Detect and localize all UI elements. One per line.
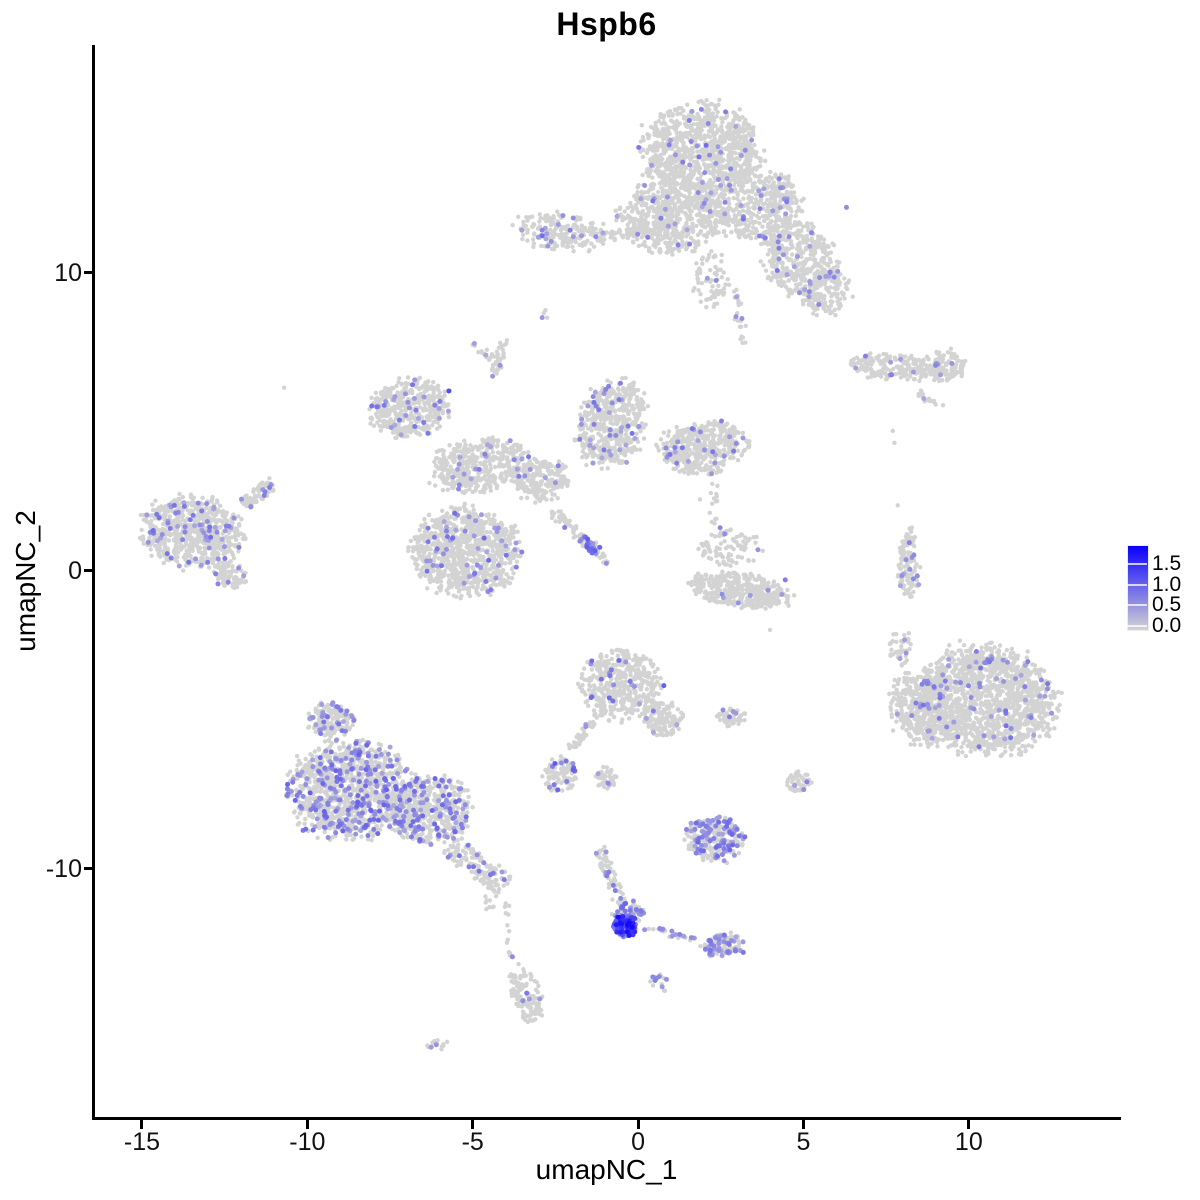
y-tick-mark [84,867,93,871]
x-tick-mark [636,1120,640,1129]
x-tick-mark [967,1120,971,1129]
plot-title: Hspb6 [556,6,657,42]
legend-tick-mark [1127,583,1147,586]
legend-tick-mark [1127,625,1147,627]
y-tick-label: 10 [54,258,82,287]
x-tick-mark [801,1120,805,1129]
x-tick-label: -5 [461,1128,484,1156]
y-tick-mark [84,569,93,573]
legend-tick-label: 0.5 [1152,593,1182,617]
legend-tick-label: 1.0 [1152,572,1182,596]
x-tick-label: 0 [631,1128,646,1156]
legend-tick-mark [1127,563,1147,566]
x-tick-mark [471,1120,475,1129]
legend-tick-label: 1.5 [1152,552,1182,576]
y-tick-label: -10 [45,854,82,883]
x-tick-label: 10 [954,1128,983,1156]
y-axis-label: umapNC_2 [10,510,41,652]
y-tick-label: 0 [68,556,82,585]
legend-tick-mark [1127,604,1147,607]
y-tick-mark [84,271,93,275]
x-tick-label: -10 [289,1128,326,1156]
legend-gradient-bar [1127,545,1149,631]
x-tick-mark [305,1120,309,1129]
x-axis-line [92,1117,1121,1120]
x-axis-label: umapNC_1 [535,1154,678,1185]
x-tick-mark [140,1120,144,1129]
x-tick-label: 5 [796,1128,811,1156]
y-axis-line [92,45,95,1120]
legend-tick-label: 0.0 [1152,614,1182,637]
x-tick-label: -15 [123,1128,161,1156]
